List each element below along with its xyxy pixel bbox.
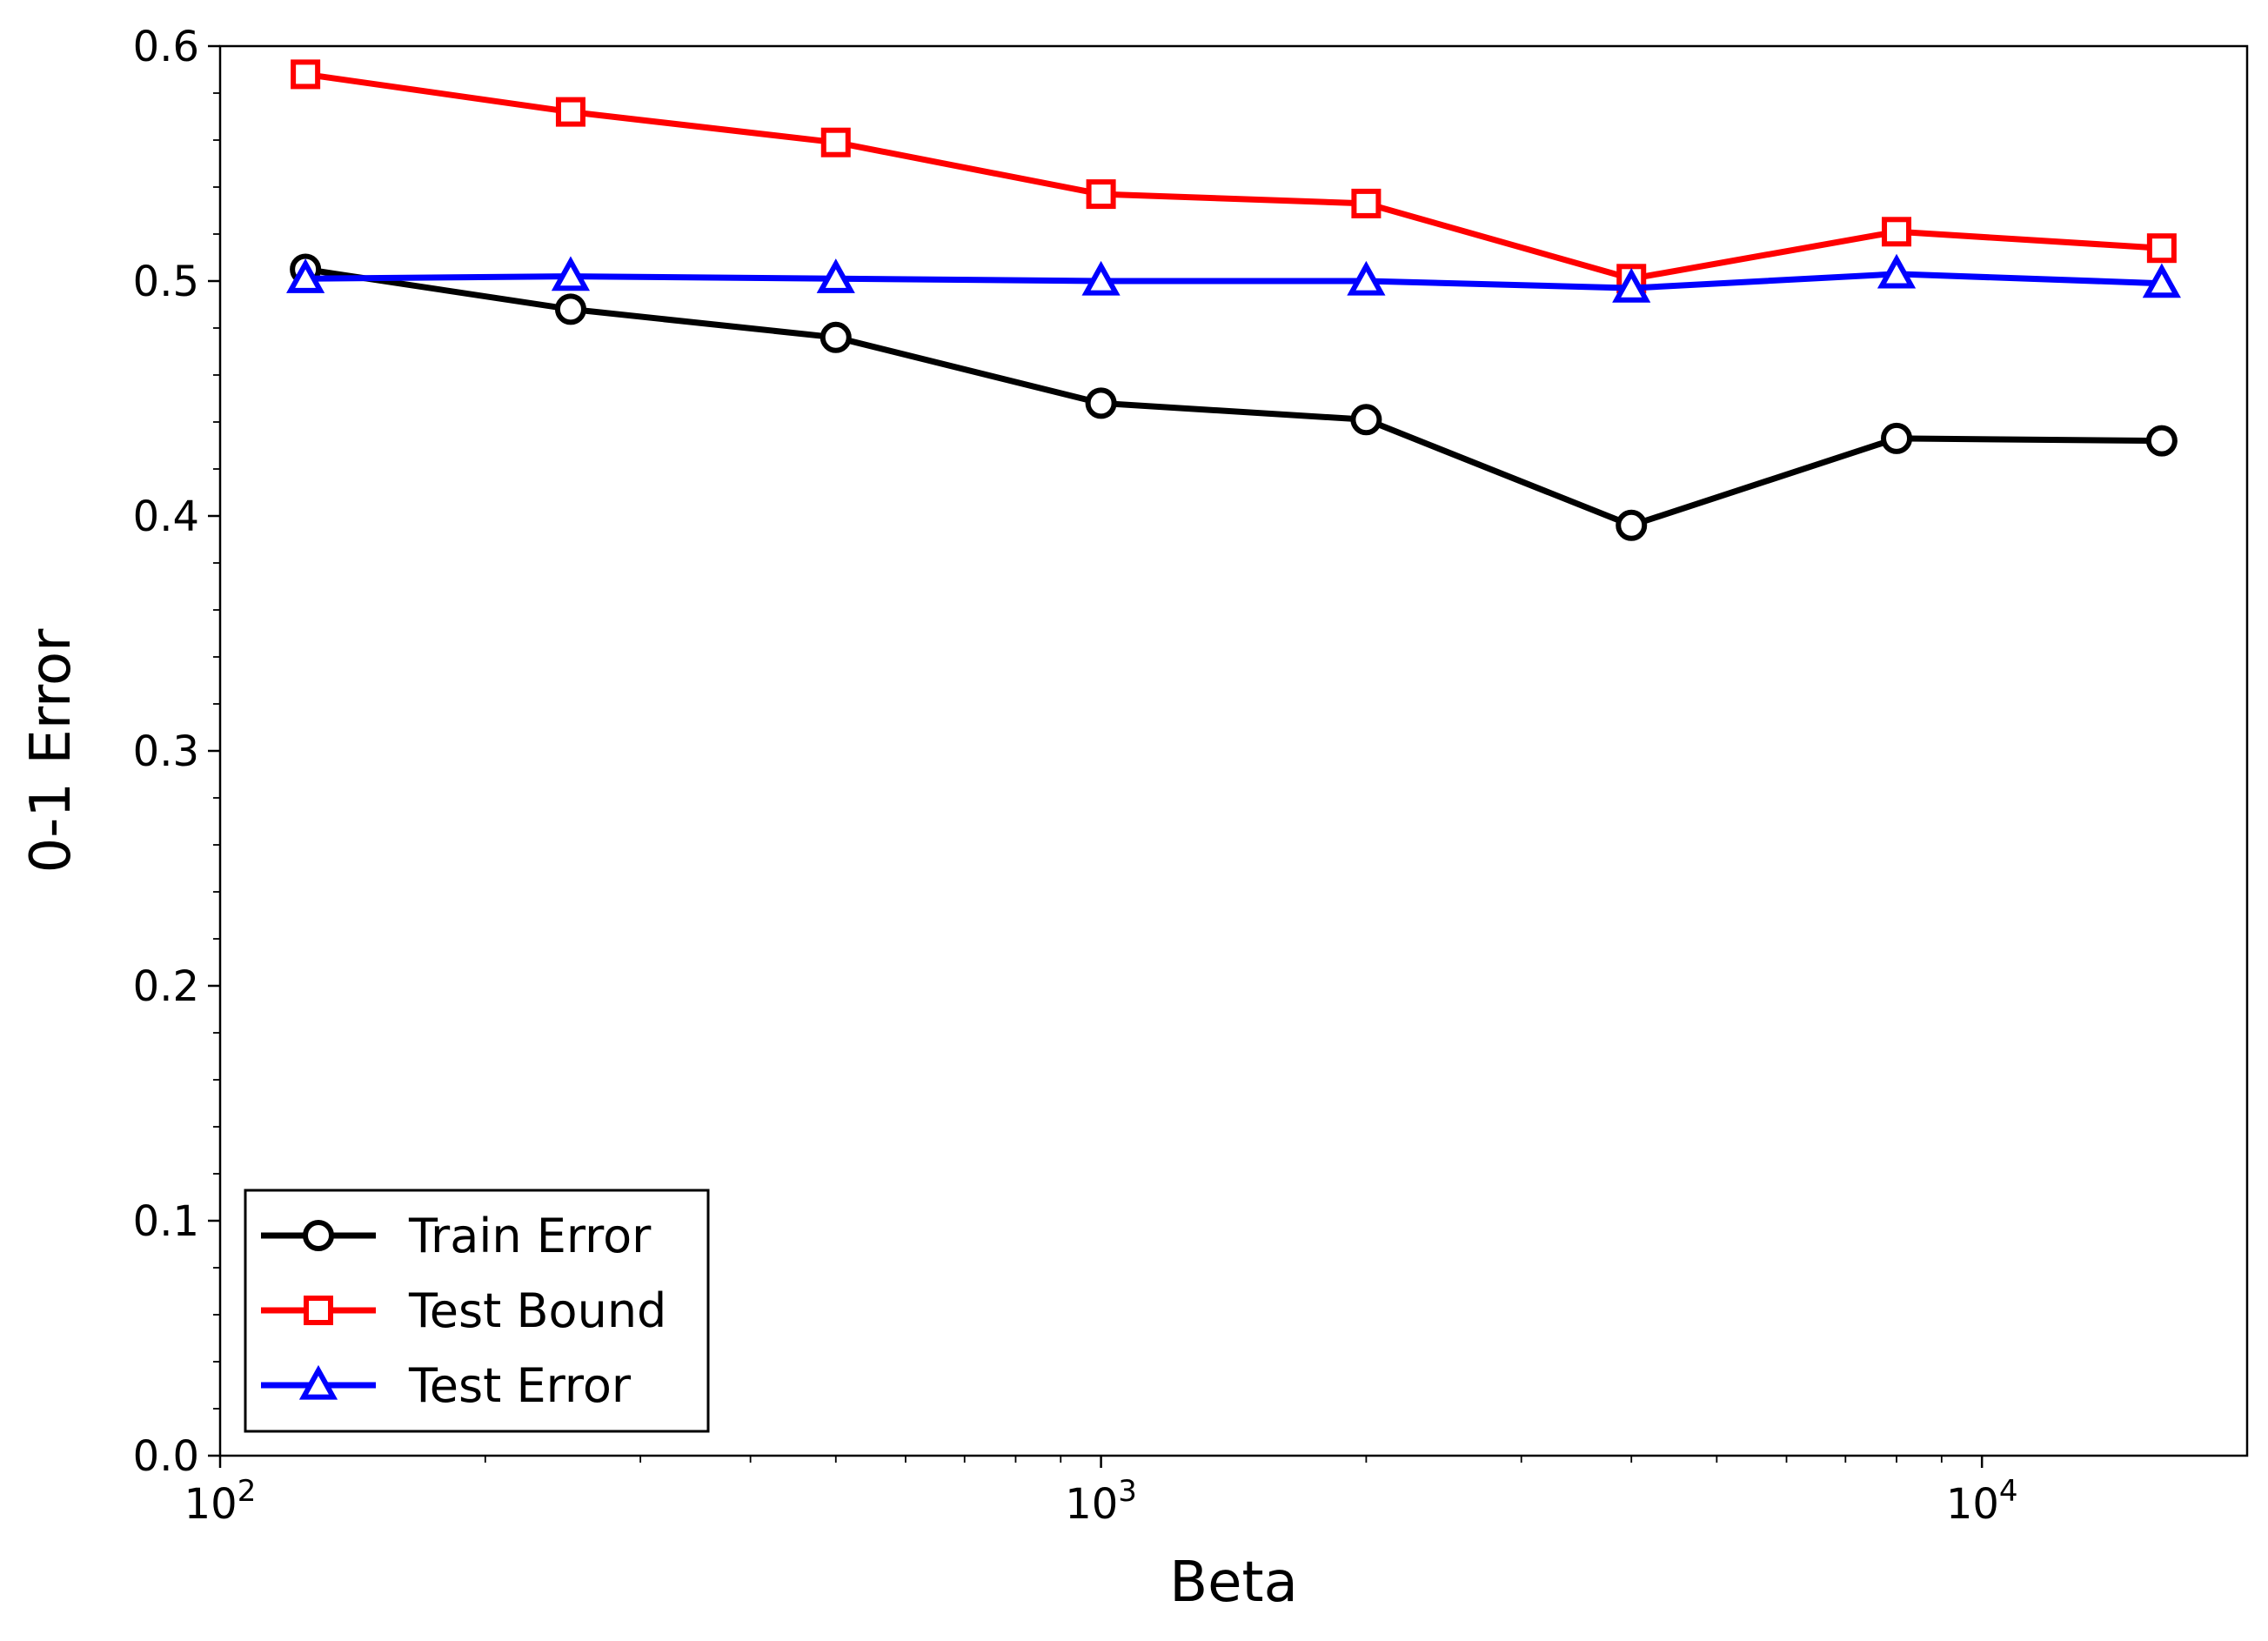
legend-marker xyxy=(304,1296,333,1325)
data-point xyxy=(816,258,855,293)
legend-label: Train Error xyxy=(408,1209,652,1263)
data-point xyxy=(1350,404,1382,436)
data-point xyxy=(286,258,325,293)
y-tick-label: 0.3 xyxy=(133,727,199,776)
y-tick-label: 0.0 xyxy=(133,1432,199,1481)
data-point xyxy=(555,97,585,127)
legend-item: Train Error xyxy=(261,1209,652,1263)
legend-label: Test Error xyxy=(408,1358,632,1413)
y-tick-label: 0.4 xyxy=(133,492,199,541)
data-point xyxy=(820,127,851,157)
data-point xyxy=(554,293,586,325)
y-tick-label: 0.2 xyxy=(133,962,199,1011)
data-point xyxy=(2146,233,2177,264)
data-point xyxy=(1882,217,1912,247)
data-point xyxy=(1351,188,1382,218)
series-0 xyxy=(290,253,2178,541)
data-point xyxy=(1086,179,1116,210)
legend-item: Test Bound xyxy=(261,1283,666,1338)
data-point xyxy=(2145,425,2178,457)
data-point xyxy=(2142,263,2181,298)
legend-item: Test Error xyxy=(261,1358,632,1413)
data-point xyxy=(1081,260,1121,296)
series-line xyxy=(304,70,2163,282)
x-tick-label: 103 xyxy=(1065,1474,1137,1529)
x-axis: 102 103 104 xyxy=(184,1456,2018,1529)
data-point xyxy=(1085,387,1117,419)
series-line xyxy=(304,266,2162,529)
data-point xyxy=(291,59,321,90)
y-axis: 0.0 0.1 0.2 0.3 0.4 0.5 0.6 xyxy=(133,23,220,1481)
series-2 xyxy=(286,253,2181,303)
legend: Train Error Test Bound Test Error xyxy=(244,1189,710,1433)
y-axis-title: 0-1 Error xyxy=(19,628,84,874)
data-point xyxy=(1877,253,1917,289)
x-tick-label: 102 xyxy=(184,1474,257,1529)
series-1 xyxy=(291,59,2177,294)
data-point xyxy=(1347,260,1386,296)
legend-marker xyxy=(298,1364,338,1400)
x-tick-label: 104 xyxy=(1946,1474,2018,1529)
x-axis-title: Beta xyxy=(1169,1551,1298,1615)
data-point xyxy=(1616,509,1648,541)
data-point xyxy=(1881,422,1913,454)
data-point xyxy=(1612,267,1651,303)
y-tick-label: 0.5 xyxy=(133,258,199,306)
series-line xyxy=(305,271,2162,291)
data-point xyxy=(551,256,591,291)
y-tick-label: 0.1 xyxy=(133,1197,199,1246)
data-point xyxy=(820,321,852,353)
series-layer xyxy=(286,59,2181,541)
legend-label: Test Bound xyxy=(408,1283,666,1338)
legend-marker xyxy=(303,1220,334,1251)
y-tick-label: 0.6 xyxy=(133,23,199,71)
